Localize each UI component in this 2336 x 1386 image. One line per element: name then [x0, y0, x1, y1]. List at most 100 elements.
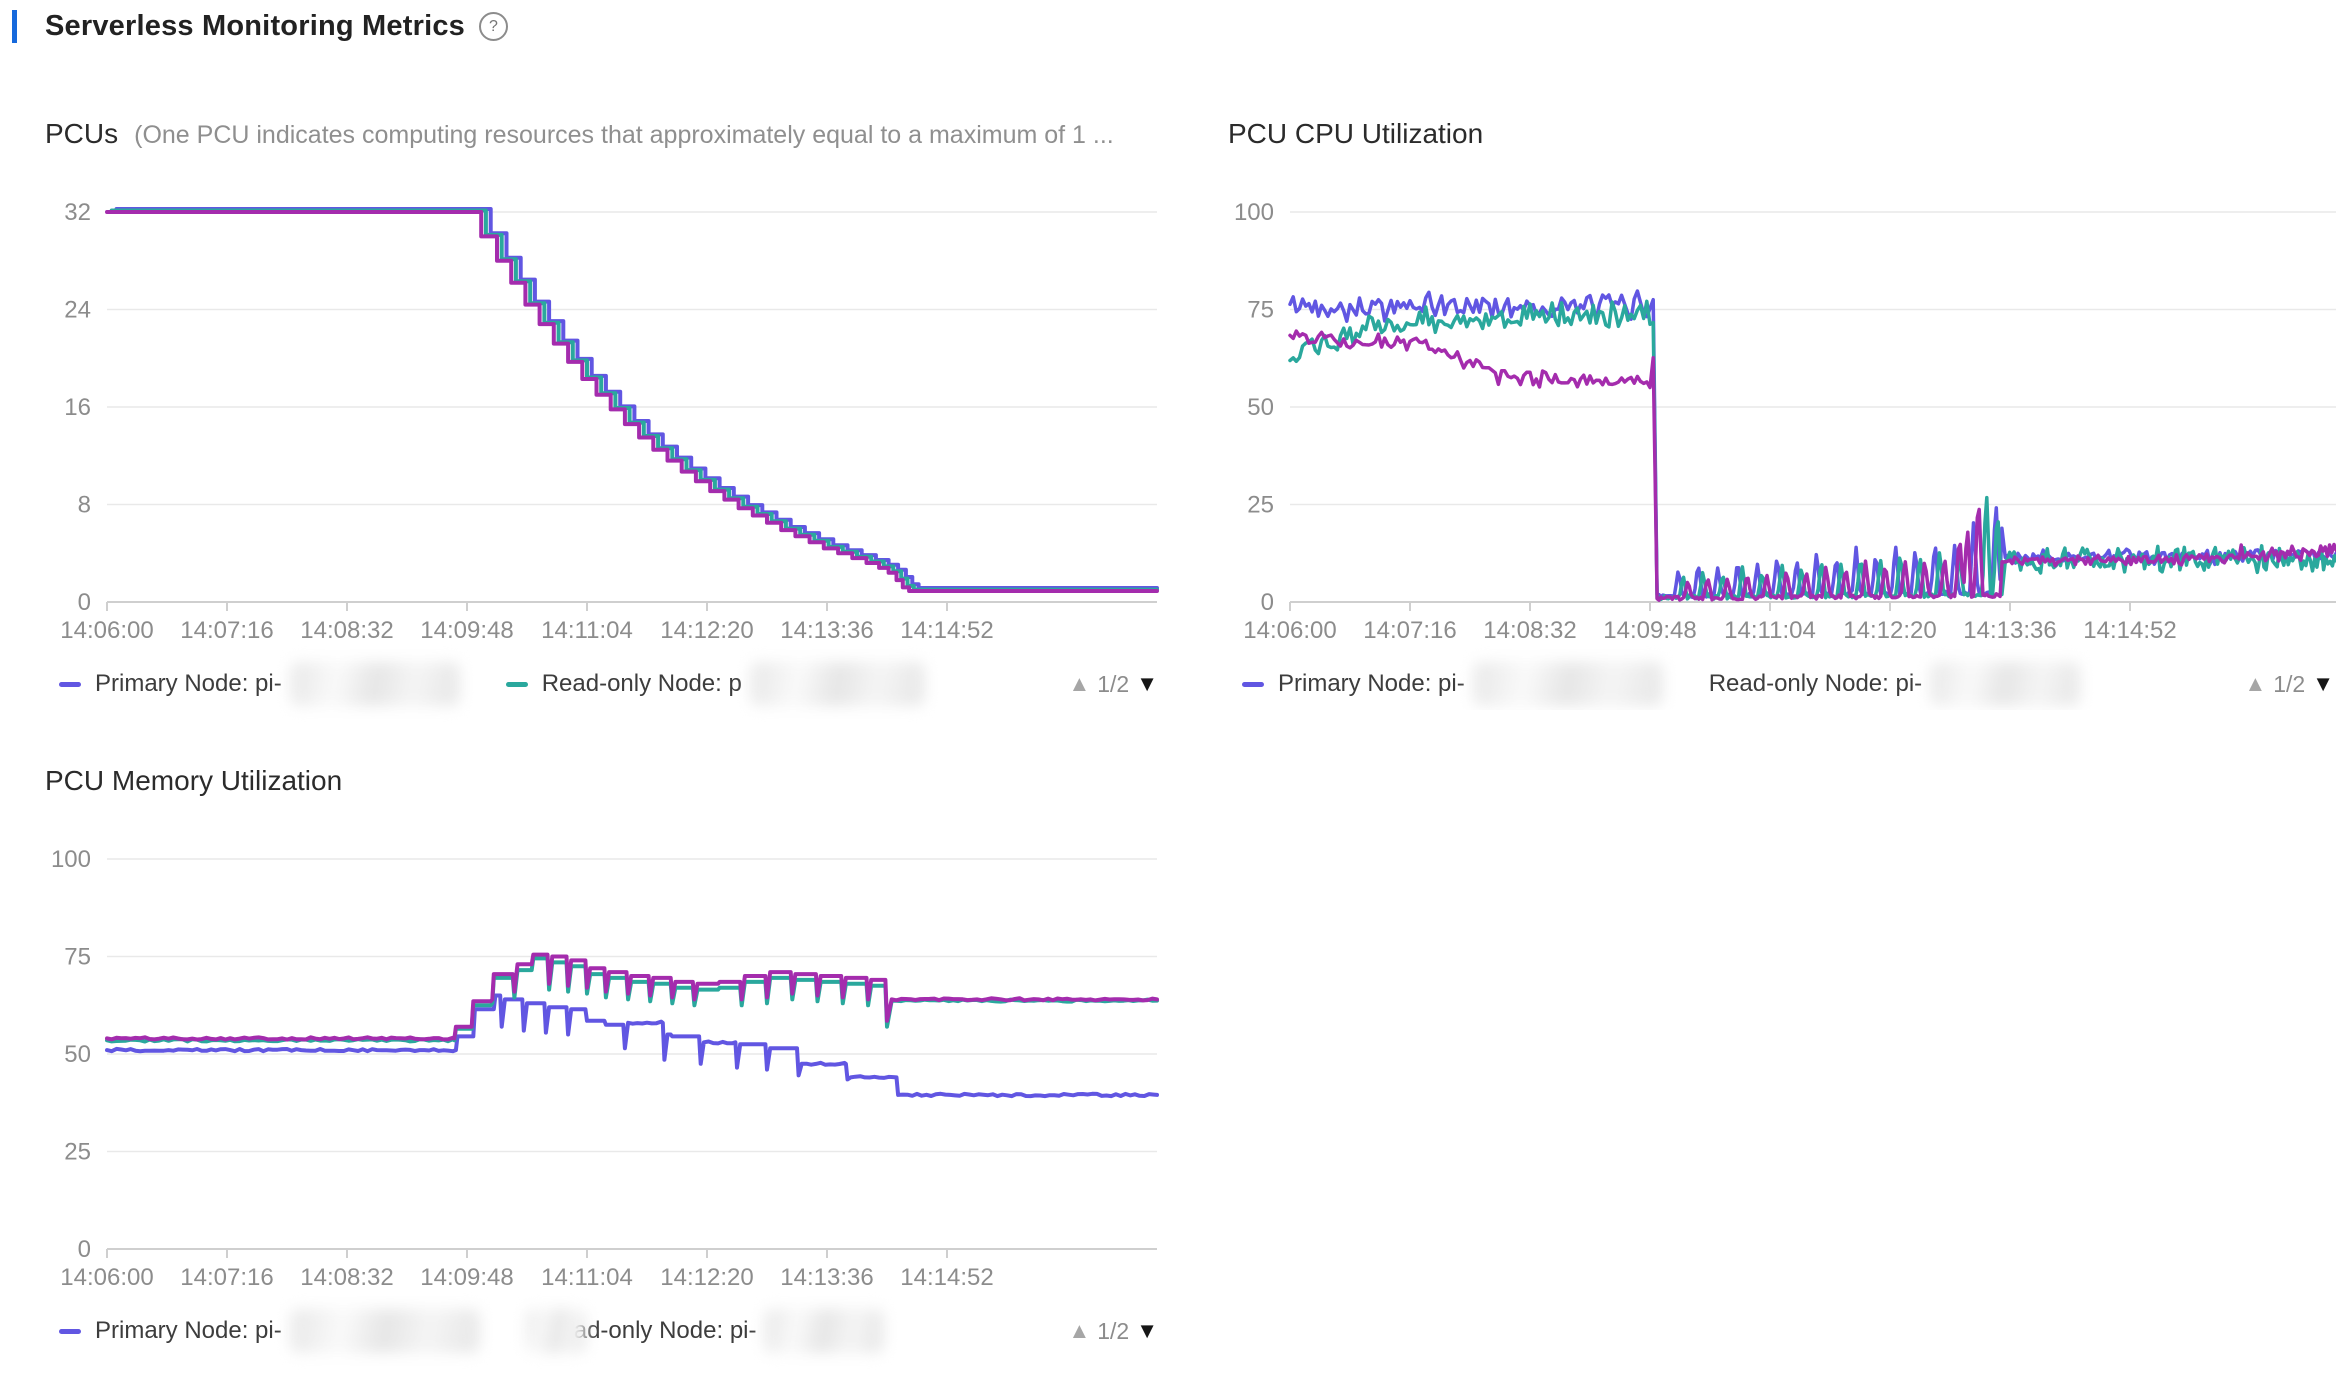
pager-page-label: 1/2: [2273, 670, 2306, 697]
chart-title-memory: PCU Memory Utilization: [45, 765, 343, 796]
svg-text:32: 32: [64, 199, 91, 226]
chart-title-cpu: PCU CPU Utilization: [1228, 118, 1484, 149]
chart-title-row: PCU CPU Utilization: [1228, 118, 2336, 164]
pager-page-label: 1/2: [1097, 1317, 1130, 1344]
pager-up-icon[interactable]: ▲: [1068, 671, 1091, 696]
svg-text:14:07:16: 14:07:16: [180, 1264, 273, 1291]
page-title: Serverless Monitoring Metrics: [45, 10, 465, 42]
redaction-blur: [289, 1309, 480, 1353]
redaction-blur: [525, 1309, 586, 1353]
legend-label: Read-only Node: p: [541, 670, 742, 697]
redaction-blur: [749, 662, 925, 706]
chart-card-cpu: PCU CPU Utilization 0 25 50 75 100 14:06:00 14…: [1228, 118, 2336, 710]
legend-item[interactable]: Primary Node: pi-: [59, 1309, 480, 1353]
legend-marker-dash-icon: [505, 681, 528, 687]
pager-up-icon[interactable]: ▲: [2244, 671, 2267, 696]
svg-text:14:09:48: 14:09:48: [1603, 617, 1696, 644]
svg-text:100: 100: [1234, 199, 1274, 226]
legend-item[interactable]: Read-only Node: p: [505, 662, 925, 706]
svg-text:14:08:32: 14:08:32: [1483, 617, 1576, 644]
svg-text:75: 75: [64, 944, 91, 971]
chart-subtitle-pcus: (One PCU indicates computing resources t…: [134, 121, 1114, 149]
chart-title-row: PCU Memory Utilization: [45, 765, 1160, 811]
legend-label: Read-only Node: pi-: [1708, 670, 1923, 697]
pager-page-label: 1/2: [1097, 670, 1130, 697]
svg-text:50: 50: [64, 1041, 91, 1068]
legend-memory: Primary Node: pi-ad-only Node: pi- ▲ 1/2 ▼: [45, 1305, 1160, 1357]
series-primary-node: [114, 207, 1159, 590]
legend-marker-dash-icon: [59, 681, 81, 687]
svg-text:25: 25: [1247, 492, 1274, 519]
help-icon[interactable]: ?: [479, 12, 508, 41]
series-read-only-node: [1288, 299, 2336, 602]
svg-text:14:08:32: 14:08:32: [300, 1264, 393, 1291]
svg-text:14:12:20: 14:12:20: [660, 617, 753, 644]
redaction-blur: [1472, 662, 1663, 706]
svg-text:24: 24: [64, 297, 91, 324]
series-primary-node: [105, 993, 1159, 1099]
series-third-node: [1288, 329, 2336, 602]
svg-text:14:13:36: 14:13:36: [780, 1264, 873, 1291]
svg-text:14:08:32: 14:08:32: [300, 617, 393, 644]
page-header: Serverless Monitoring Metrics ?: [12, 10, 508, 43]
svg-text:14:13:36: 14:13:36: [780, 617, 873, 644]
chart-canvas-cpu: 0 25 50 75 100 14:06:00 14:07:16 14:08:32 14:09:…: [1234, 199, 2336, 644]
legend-pcus: Primary Node: pi- Read-only Node: p ▲ 1/2 ▼: [45, 658, 1160, 710]
svg-text:0: 0: [1261, 589, 1274, 616]
legend-item[interactable]: Primary Node: pi-: [1242, 662, 1663, 706]
legend-marker-dash-icon: [1242, 681, 1264, 687]
legend-item[interactable]: Read-only Node: pi-: [1708, 662, 2081, 706]
svg-text:50: 50: [1247, 394, 1274, 421]
legend-item[interactable]: Primary Node: pi-: [59, 662, 460, 706]
svg-text:8: 8: [78, 492, 91, 519]
legend-pager: ▲ 1/2 ▼: [1068, 671, 1160, 698]
series-third-node: [105, 952, 1159, 1042]
redaction-blur: [1930, 662, 2081, 706]
svg-text:14:14:52: 14:14:52: [900, 1264, 993, 1291]
legend-label: ad-only Node: pi-: [573, 1317, 757, 1344]
svg-text:14:12:20: 14:12:20: [660, 1264, 753, 1291]
svg-text:14:11:04: 14:11:04: [541, 617, 633, 644]
pager-down-icon[interactable]: ▼: [1136, 671, 1158, 696]
legend-label: Primary Node: pi-: [95, 670, 282, 697]
svg-text:14:06:00: 14:06:00: [1243, 617, 1336, 644]
svg-text:0: 0: [78, 589, 91, 616]
redaction-blur: [764, 1309, 885, 1353]
legend-marker-dash-icon: [59, 1328, 81, 1334]
legend-pager: ▲ 1/2 ▼: [1068, 1318, 1160, 1345]
legend-pager: ▲ 1/2 ▼: [2244, 671, 2336, 698]
svg-text:14:11:04: 14:11:04: [1724, 617, 1816, 644]
chart-title-row: PCUs (One PCU indicates computing resour…: [45, 118, 1160, 164]
pager-up-icon[interactable]: ▲: [1068, 1318, 1091, 1343]
pager-down-icon[interactable]: ▼: [2312, 671, 2334, 696]
svg-text:14:07:16: 14:07:16: [1363, 617, 1456, 644]
series-third-node: [105, 210, 1159, 593]
redaction-blur: [289, 662, 460, 706]
svg-text:16: 16: [64, 394, 91, 421]
svg-text:14:14:52: 14:14:52: [900, 617, 993, 644]
svg-text:14:13:36: 14:13:36: [1963, 617, 2056, 644]
svg-text:75: 75: [1247, 297, 1274, 324]
svg-text:14:06:00: 14:06:00: [60, 1264, 153, 1291]
legend-cpu: Primary Node: pi- Read-only Node: pi- ▲ 1/2…: [1228, 658, 2336, 710]
chart-title-pcus: PCUs: [45, 118, 119, 149]
series-read-only-node: [109, 208, 1159, 592]
legend-label: Primary Node: pi-: [1278, 670, 1465, 697]
svg-text:100: 100: [51, 846, 91, 873]
accent-bar: [12, 10, 17, 43]
svg-text:0: 0: [78, 1236, 91, 1263]
chart-canvas-memory: 0 25 50 75 100 14:06:00 14:07:16 14:08:32 14:09:…: [51, 846, 1159, 1291]
chart-card-memory: PCU Memory Utilization 0 25 50 75 100 14:06:0…: [45, 765, 1160, 1357]
chart-card-pcus: PCUs (One PCU indicates computing resour…: [45, 118, 1160, 710]
svg-text:14:09:48: 14:09:48: [420, 1264, 513, 1291]
svg-text:14:11:04: 14:11:04: [541, 1264, 633, 1291]
legend-label: Primary Node: pi-: [95, 1317, 282, 1344]
svg-text:14:12:20: 14:12:20: [1843, 617, 1936, 644]
svg-text:25: 25: [64, 1139, 91, 1166]
legend-item[interactable]: ad-only Node: pi-: [525, 1309, 885, 1353]
svg-text:14:06:00: 14:06:00: [60, 617, 153, 644]
svg-text:14:07:16: 14:07:16: [180, 617, 273, 644]
svg-text:14:14:52: 14:14:52: [2083, 617, 2176, 644]
pager-down-icon[interactable]: ▼: [1136, 1318, 1158, 1343]
svg-text:14:09:48: 14:09:48: [420, 617, 513, 644]
